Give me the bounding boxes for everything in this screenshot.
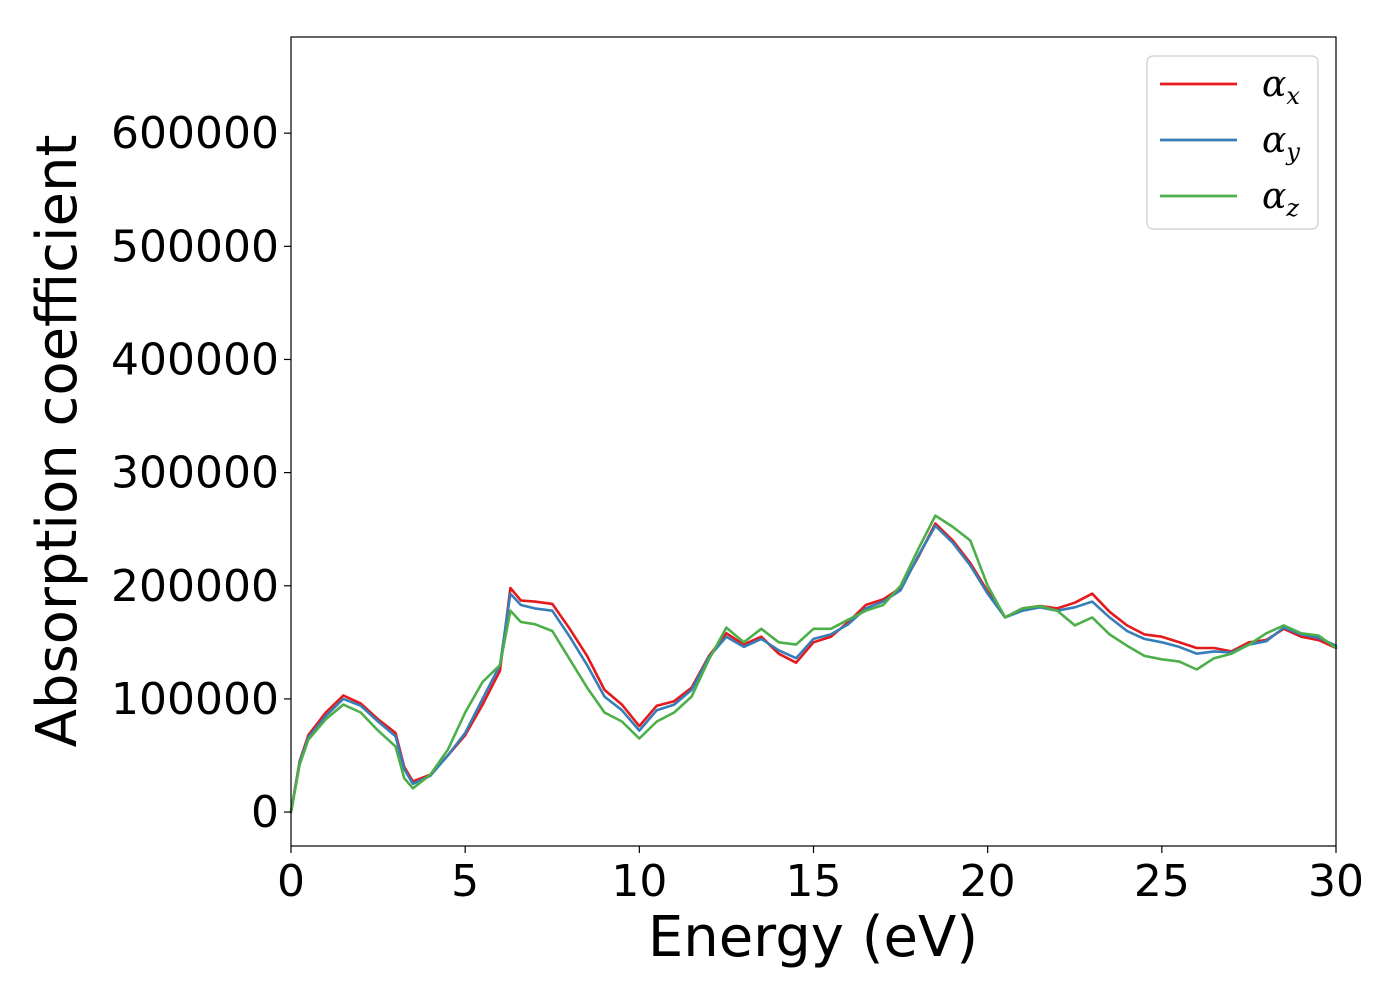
series-line-alpha-y — [289, 524, 1338, 814]
y-axis: 0 100000 200000 300000 400000 500000 600000 — [111, 108, 291, 838]
x-axis: 0 5 10 15 20 25 30 — [277, 846, 1364, 907]
y-tick-label: 500000 — [111, 221, 279, 272]
x-tick-label: 30 — [1308, 856, 1364, 907]
y-tick-label: 400000 — [111, 334, 279, 385]
x-tick-label: 5 — [451, 856, 479, 907]
x-tick-label: 10 — [611, 856, 667, 907]
legend-subscript: y — [1285, 138, 1300, 166]
series-line-alpha-z — [289, 514, 1338, 814]
y-tick-label: 100000 — [111, 674, 279, 725]
x-tick-label: 0 — [277, 856, 305, 907]
legend-subscript: z — [1285, 194, 1299, 222]
y-tick-label: 0 — [251, 787, 279, 838]
y-tick-label: 600000 — [111, 108, 279, 159]
y-axis-title: Absorption coefficient — [25, 135, 90, 748]
series-lines — [289, 514, 1338, 814]
x-tick-label: 25 — [1134, 856, 1190, 907]
x-tick-label: 20 — [960, 856, 1016, 907]
legend-subscript: x — [1286, 82, 1300, 110]
y-tick-label: 200000 — [111, 561, 279, 612]
x-tick-label: 15 — [786, 856, 842, 907]
y-tick-label: 300000 — [111, 448, 279, 499]
legend-box — [1146, 55, 1319, 230]
x-axis-title: Energy (eV) — [648, 905, 978, 970]
